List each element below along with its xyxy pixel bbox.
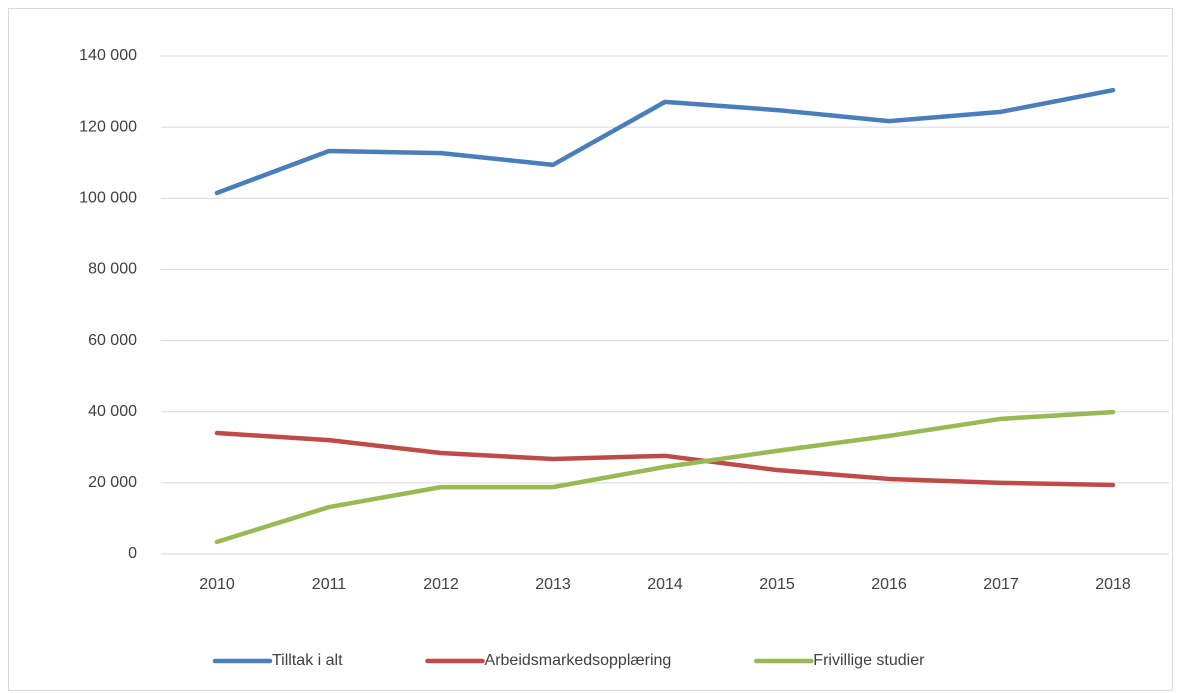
y-tick-label: 20 000: [88, 474, 137, 491]
y-tick-label: 40 000: [88, 403, 137, 420]
y-tick-label: 80 000: [88, 261, 137, 278]
y-tick-label: 0: [128, 545, 137, 562]
y-tick-label: 100 000: [79, 190, 137, 207]
x-tick-label: 2016: [871, 576, 907, 593]
legend-label: Frivillige studier: [813, 652, 925, 669]
x-tick-label: 2017: [983, 576, 1019, 593]
legend-label: Tilltak i alt: [272, 652, 343, 669]
x-tick-label: 2011: [312, 576, 347, 593]
x-tick-label: 2018: [1095, 576, 1131, 593]
data-line: [214, 409, 1116, 545]
x-tick-label: 2012: [423, 576, 459, 593]
x-tick-label: 2010: [199, 576, 235, 593]
x-tick-label: 2013: [535, 576, 571, 593]
x-tick-label: 2015: [759, 576, 795, 593]
y-tick-label: 140 000: [79, 47, 137, 64]
x-tick-label: 2014: [647, 576, 683, 593]
legend-label: Arbeidsmarkedsopplæring: [485, 652, 672, 669]
data-line: [214, 430, 1116, 488]
data-line: [214, 87, 1116, 196]
y-tick-label: 120 000: [79, 118, 137, 135]
y-tick-label: 60 000: [88, 332, 137, 349]
chart-border: [8, 8, 1173, 691]
